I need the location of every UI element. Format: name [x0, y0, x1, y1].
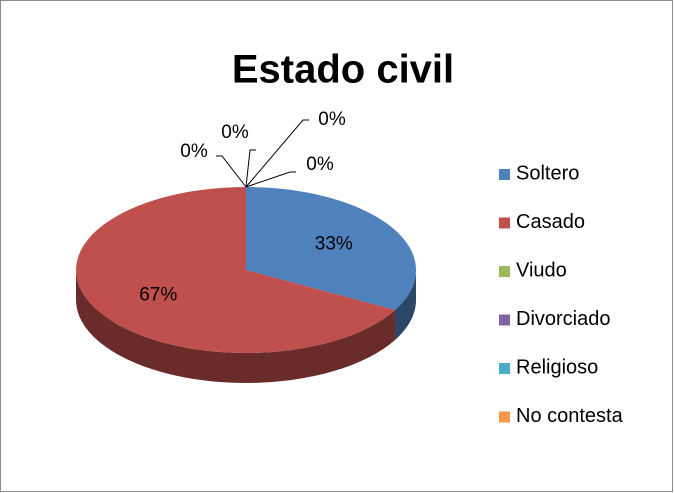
- data-label: 0%: [221, 122, 249, 143]
- legend-swatch: [499, 411, 510, 423]
- data-label: 67%: [139, 284, 177, 305]
- legend-label: No contesta: [516, 405, 624, 427]
- legend-swatch: [499, 266, 510, 277]
- legend-label: Viudo: [516, 259, 567, 281]
- data-label: 33%: [315, 234, 353, 255]
- data-label: 0%: [306, 154, 334, 175]
- legend-swatch: [499, 314, 510, 326]
- legend-swatch: [499, 363, 510, 374]
- pie-slice: [246, 187, 416, 310]
- pie-slice-side: [394, 270, 416, 340]
- legend-label: Soltero: [516, 162, 579, 184]
- legend-label: Casado: [516, 211, 585, 233]
- data-label: 0%: [180, 141, 208, 162]
- leader-line: [245, 119, 309, 188]
- pie-slice-side: [76, 270, 395, 383]
- legend-swatch: [499, 169, 510, 180]
- legend-swatch: [499, 217, 510, 229]
- leader-line: [216, 155, 247, 188]
- leader-line: [245, 149, 256, 188]
- legend-label: Religioso: [516, 356, 598, 378]
- data-label: 0%: [318, 109, 346, 130]
- legend-label: Divorciado: [516, 308, 610, 330]
- chart-title: Estado civil: [232, 48, 454, 92]
- pie-slice: [76, 187, 395, 353]
- leader-line: [245, 171, 296, 188]
